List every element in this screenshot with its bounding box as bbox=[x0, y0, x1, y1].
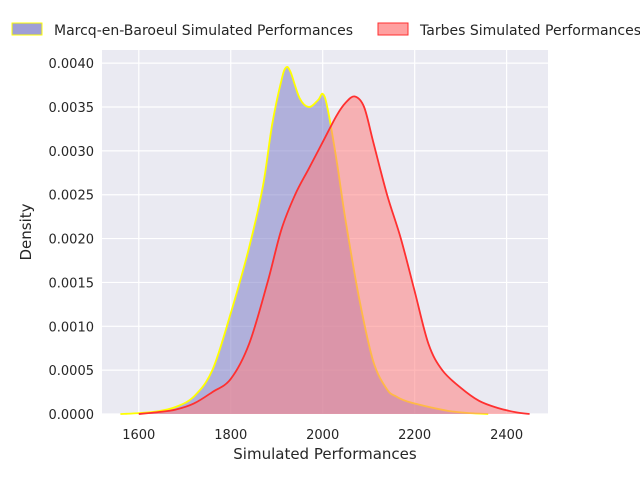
y-tick-label: 0.0020 bbox=[49, 233, 95, 248]
y-tick-label: 0.0010 bbox=[49, 320, 95, 335]
y-tick-label: 0.0000 bbox=[49, 408, 95, 423]
y-tick-label: 0.0040 bbox=[49, 57, 95, 72]
series-layer bbox=[120, 65, 530, 415]
x-tick-label: 2000 bbox=[306, 428, 339, 443]
legend-item-0: Marcq-en-Baroeul Simulated Performances bbox=[11, 22, 353, 39]
y-tick-label: 0.0035 bbox=[49, 101, 95, 116]
y-tick-label: 0.0025 bbox=[49, 189, 95, 204]
series-area-1 bbox=[138, 96, 530, 414]
y-tick-label: 0.0005 bbox=[49, 364, 95, 379]
x-tick-label: 2200 bbox=[398, 428, 431, 443]
y-tick-label: 0.0015 bbox=[49, 276, 95, 291]
x-axis-label: Simulated Performances bbox=[233, 445, 417, 463]
x-axis-ticks: 1600 1800 2000 2200 2400 bbox=[122, 428, 523, 443]
y-tick-label: 0.0030 bbox=[49, 145, 95, 160]
legend-swatch bbox=[377, 22, 409, 36]
legend-label: Marcq-en-Baroeul Simulated Performances bbox=[54, 23, 353, 39]
legend: Marcq-en-Baroeul Simulated Performances T… bbox=[11, 22, 640, 39]
x-tick-label: 1600 bbox=[122, 428, 155, 443]
legend-item-1: Tarbes Simulated Performances bbox=[377, 22, 640, 39]
y-axis-label: Density bbox=[17, 203, 35, 260]
series-line-1 bbox=[138, 95, 530, 415]
y-axis-ticks: 0.0000 0.0005 0.0010 0.0015 0.0020 0.0025 0.00… bbox=[49, 57, 95, 423]
x-tick-label: 1800 bbox=[214, 428, 247, 443]
x-tick-label: 2400 bbox=[490, 428, 523, 443]
legend-label: Tarbes Simulated Performances bbox=[419, 23, 640, 39]
legend-swatch bbox=[11, 22, 43, 36]
